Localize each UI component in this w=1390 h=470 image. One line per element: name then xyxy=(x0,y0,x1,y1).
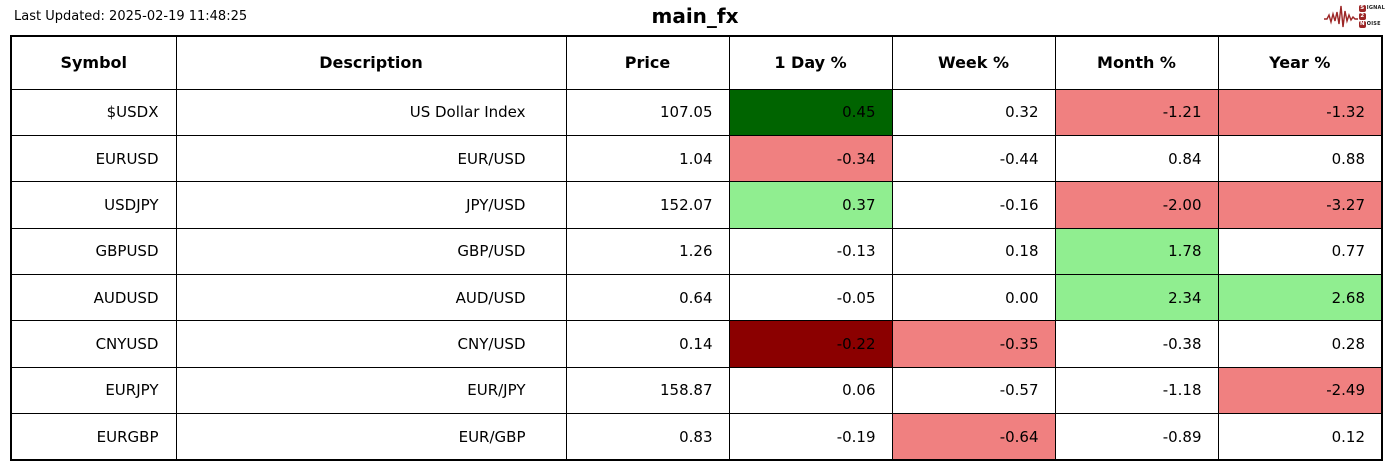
cell-description: GBP/USD xyxy=(175,227,567,276)
cell-year: -1.32 xyxy=(1217,88,1383,136)
cell-description: CNY/USD xyxy=(175,320,567,368)
cell-year: 2.68 xyxy=(1217,273,1383,322)
cell-symbol: CNYUSD xyxy=(10,320,177,368)
cell-month: -2.00 xyxy=(1054,181,1219,229)
logo-badge-n: N xyxy=(1358,20,1366,28)
logo-rest-ignal: IGNAL xyxy=(1366,4,1385,11)
logo-rest-oise: OISE xyxy=(1366,20,1381,27)
cell-price: 0.64 xyxy=(565,273,730,322)
cell-year: 0.28 xyxy=(1217,320,1383,368)
cell-week: -0.35 xyxy=(891,320,1056,368)
column-header-1-day: 1 Day % xyxy=(728,35,893,90)
cell-month: -1.21 xyxy=(1054,88,1219,136)
logo-line-noise: N OISE xyxy=(1358,20,1385,28)
table-header-row: Symbol Description Price 1 Day % Week % Month… xyxy=(10,35,1383,90)
cell-price: 1.04 xyxy=(565,134,730,183)
cell-year: 0.12 xyxy=(1217,413,1383,461)
cell-price: 107.05 xyxy=(565,88,730,136)
cell-1day: 0.45 xyxy=(728,88,893,136)
cell-1day: -0.22 xyxy=(728,320,893,368)
cell-1day: -0.13 xyxy=(728,227,893,276)
column-header-price: Price xyxy=(565,35,730,90)
logo-text: S IGNAL 2 N OISE xyxy=(1358,4,1385,28)
table-row: AUDUSD AUD/USD 0.64 -0.05 0.00 2.34 2.68 xyxy=(10,273,1383,322)
signal2noise-logo: S IGNAL 2 N OISE xyxy=(1323,2,1385,30)
cell-symbol: GBPUSD xyxy=(10,227,177,276)
table-row: EURGBP EUR/GBP 0.83 -0.19 -0.64 -0.89 0.12 xyxy=(10,413,1383,461)
cell-description: JPY/USD xyxy=(175,181,567,229)
cell-symbol: EURUSD xyxy=(10,134,177,183)
cell-week: -0.16 xyxy=(891,181,1056,229)
column-header-symbol: Symbol xyxy=(10,35,177,90)
cell-month: -0.38 xyxy=(1054,320,1219,368)
logo-line-2: 2 xyxy=(1358,12,1385,20)
cell-description: EUR/GBP xyxy=(175,413,567,461)
waveform-icon xyxy=(1323,5,1358,28)
cell-year: 0.77 xyxy=(1217,227,1383,276)
cell-1day: -0.19 xyxy=(728,413,893,461)
cell-description: EUR/JPY xyxy=(175,366,567,415)
cell-week: 0.18 xyxy=(891,227,1056,276)
column-header-week: Week % xyxy=(891,35,1056,90)
cell-price: 0.14 xyxy=(565,320,730,368)
table-row: $USDX US Dollar Index 107.05 0.45 0.32 -1.21-… xyxy=(10,88,1383,136)
last-updated-text: Last Updated: 2025-02-19 11:48:25 xyxy=(14,9,248,24)
cell-week: -0.64 xyxy=(891,413,1056,461)
cell-year: 0.88 xyxy=(1217,134,1383,183)
cell-1day: -0.34 xyxy=(728,134,893,183)
cell-year: -3.27 xyxy=(1217,181,1383,229)
cell-week: 0.32 xyxy=(891,88,1056,136)
logo-badge-s: S xyxy=(1358,4,1366,12)
cell-description: AUD/USD xyxy=(175,273,567,322)
cell-week: -0.57 xyxy=(891,366,1056,415)
fx-table: Symbol Description Price 1 Day % Week % Month… xyxy=(10,35,1383,461)
cell-month: 1.78 xyxy=(1054,227,1219,276)
column-header-year: Year % xyxy=(1217,35,1383,90)
cell-price: 0.83 xyxy=(565,413,730,461)
cell-price: 152.07 xyxy=(565,181,730,229)
cell-symbol: EURGBP xyxy=(10,413,177,461)
cell-description: EUR/USD xyxy=(175,134,567,183)
column-header-description: Description xyxy=(175,35,567,90)
cell-week: 0.00 xyxy=(891,273,1056,322)
cell-1day: -0.05 xyxy=(728,273,893,322)
page-title: main_fx xyxy=(651,4,739,28)
cell-symbol: $USDX xyxy=(10,88,177,136)
cell-symbol: AUDUSD xyxy=(10,273,177,322)
logo-line-signal: S IGNAL xyxy=(1358,4,1385,12)
table-row: EURUSD EUR/USD 1.04 -0.34 -0.44 0.84 0.88 xyxy=(10,134,1383,183)
cell-price: 158.87 xyxy=(565,366,730,415)
logo-badge-2: 2 xyxy=(1358,12,1366,20)
table-row: CNYUSD CNY/USD 0.14 -0.22 -0.35 -0.38 0.28 xyxy=(10,320,1383,368)
cell-description: US Dollar Index xyxy=(175,88,567,136)
cell-symbol: USDJPY xyxy=(10,181,177,229)
cell-price: 1.26 xyxy=(565,227,730,276)
cell-1day: 0.06 xyxy=(728,366,893,415)
cell-month: -0.89 xyxy=(1054,413,1219,461)
table-body: $USDX US Dollar Index 107.05 0.45 0.32 -1.21-… xyxy=(10,88,1383,461)
cell-1day: 0.37 xyxy=(728,181,893,229)
cell-month: 2.34 xyxy=(1054,273,1219,322)
table-row: USDJPY JPY/USD 152.07 0.37 -0.16 -2.00 -3.27 xyxy=(10,181,1383,229)
table-row: GBPUSD GBP/USD 1.26 -0.13 0.18 1.78 0.77 xyxy=(10,227,1383,276)
cell-month: -1.18 xyxy=(1054,366,1219,415)
column-header-month: Month % xyxy=(1054,35,1219,90)
cell-month: 0.84 xyxy=(1054,134,1219,183)
cell-symbol: EURJPY xyxy=(10,366,177,415)
cell-week: -0.44 xyxy=(891,134,1056,183)
table-row: EURJPY EUR/JPY 158.87 0.06 -0.57 -1.18 -2.49 xyxy=(10,366,1383,415)
cell-year: -2.49 xyxy=(1217,366,1383,415)
